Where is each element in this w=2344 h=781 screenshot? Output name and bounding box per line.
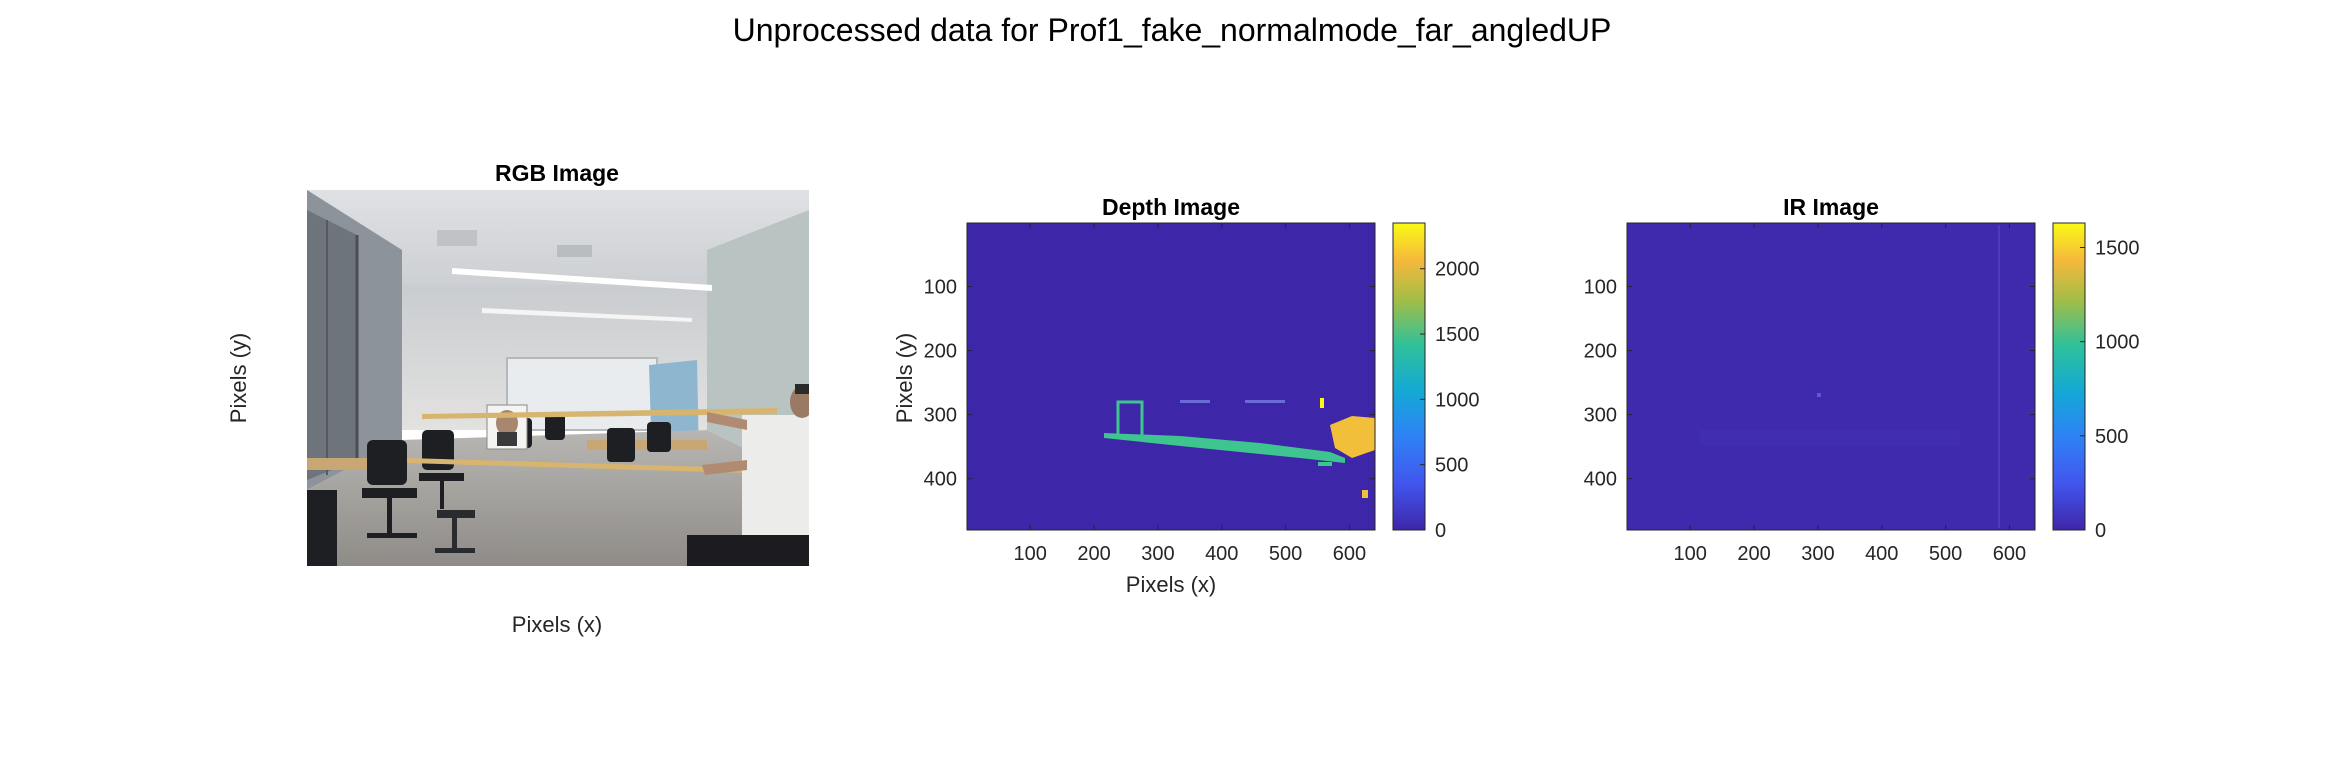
depth-panel: Depth Image 100 200 300 400 500 600 100 200 300… [892,194,1480,597]
depth-yticks: 100 200 300 400 [924,276,1375,491]
rgb-ylabel: Pixels (y) [226,333,251,423]
ir-xtick-label: 500 [1929,543,1962,565]
ir-xtick-label: 200 [1737,543,1770,565]
rgb-photo [307,190,809,566]
depth-cbar-tick-label: 2000 [1435,259,1480,281]
depth-ytick-label: 300 [924,405,957,427]
depth-xtick-label: 200 [1077,543,1110,565]
ir-faint-band [1700,430,1960,446]
depth-xtick-label: 300 [1141,543,1174,565]
ir-cbar-tick-label: 500 [2095,426,2128,448]
rgb-panel: RGB Image [226,160,809,637]
figure-title: Unprocessed data for Prof1_fake_normalmo… [732,12,1612,48]
depth-cbar-tick-label: 1000 [1435,389,1480,411]
depth-xtick-label: 100 [1014,543,1047,565]
depth-title: Depth Image [1102,194,1240,220]
ir-ytick-label: 300 [1584,405,1617,427]
ir-yticks: 100 200 300 400 [1584,276,2035,491]
depth-xtick-label: 600 [1333,543,1366,565]
ir-xtick-label: 600 [1993,543,2026,565]
depth-xtick-label: 500 [1269,543,1302,565]
ir-faint-dot [1817,393,1821,397]
depth-xlabel: Pixels (x) [1126,572,1216,597]
ir-heatmap [1627,223,2035,530]
ir-xtick-label: 400 [1865,543,1898,565]
depth-xticks: 100 200 300 400 500 600 [1014,223,1366,565]
ir-xticks: 100 200 300 400 500 600 [1674,223,2026,565]
ir-colorbar [2052,222,2086,531]
ir-title: IR Image [1783,194,1879,220]
depth-cbar-tick-label: 0 [1435,520,1446,542]
depth-speckle-3 [1180,400,1210,403]
ir-faint-column [1998,225,2000,528]
depth-pole-line [1104,433,1345,463]
depth-heatmap [967,223,1375,530]
ir-ytick-label: 200 [1584,341,1617,363]
ir-axes-box [1626,222,2036,531]
ir-xtick-label: 300 [1801,543,1834,565]
ir-ytick-label: 400 [1584,469,1617,491]
rgb-title: RGB Image [495,160,619,186]
ir-colorbar-ticks: 0 500 1000 1500 [2080,237,2140,542]
ir-cbar-tick-label: 1000 [2095,332,2140,354]
depth-ytick-label: 200 [924,341,957,363]
depth-ytick-label: 400 [924,469,957,491]
rgb-xlabel: Pixels (x) [512,612,602,637]
depth-colorbar [1392,222,1426,531]
depth-speckle-2 [1362,490,1368,498]
depth-cbar-tick-label: 1500 [1435,324,1480,346]
ir-features [1700,225,2000,528]
depth-cbar-tick-label: 500 [1435,455,1468,477]
ir-cbar-tick-label: 0 [2095,520,2106,542]
depth-features [1104,398,1375,498]
ir-cbar-tick-label: 1500 [2095,237,2140,259]
depth-axes-box [966,222,1376,531]
depth-far-cluster [1330,416,1375,458]
depth-xtick-label: 400 [1205,543,1238,565]
depth-speckle-1 [1320,398,1324,408]
ir-panel: IR Image 100 200 300 400 500 600 100 200 300 400… [1584,194,2140,565]
depth-ytick-label: 100 [924,276,957,298]
depth-speckle-4 [1245,400,1285,403]
ir-ytick-label: 100 [1584,276,1617,298]
depth-ylabel: Pixels (y) [892,333,917,423]
ir-xtick-label: 100 [1674,543,1707,565]
depth-pole-speck [1318,462,1332,466]
depth-colorbar-ticks: 0 500 1000 1500 2000 [1420,259,1480,542]
